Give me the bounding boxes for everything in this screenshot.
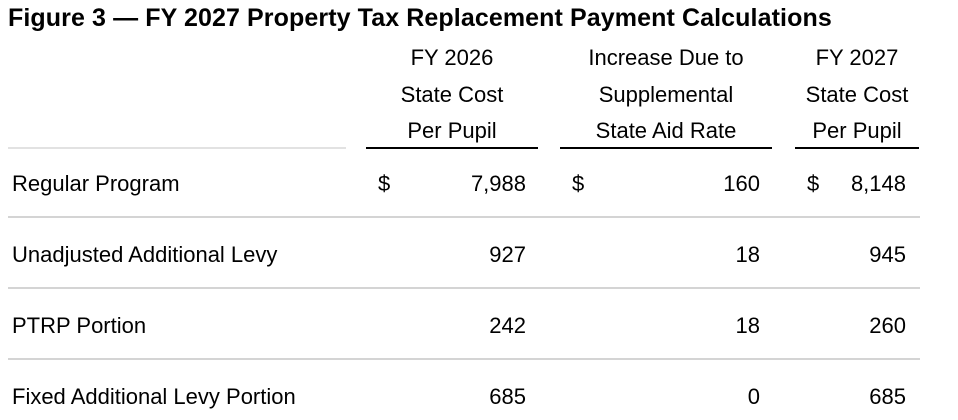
fy2027-value: 685 [869,384,906,409]
fy2027-value: 945 [869,242,906,267]
row-separator [8,287,920,289]
column-header-fy2027-line-3: Per Pupil [812,118,902,143]
column-header-fy2027-line-1: FY 2027 [815,45,899,70]
increase-value: 160 [723,171,760,196]
row-separator [8,358,920,360]
column-header-increase-line-3: State Aid Rate [595,118,737,143]
currency-symbol: $ [378,171,391,196]
row-label: Fixed Additional Levy Portion [12,384,296,409]
increase-value: 18 [735,242,760,267]
fy2026-value: 7,988 [470,171,526,196]
row-separator [8,216,920,218]
column-header-increase-line-1: Increase Due to [588,45,744,70]
fy2026-value: 685 [489,384,526,409]
increase-value: 0 [747,384,760,409]
column-header-increase-line-2: Supplemental [598,81,734,107]
header-rule-fy2027 [795,147,919,149]
fy2027-value: 8,148 [850,171,906,196]
fy2026-value: 242 [489,313,526,338]
header-rule-fy2026 [366,147,538,149]
increase-value: 18 [735,313,760,338]
column-header-increase: Increase Due to Supplemental State Aid R… [560,40,772,150]
row-label: Regular Program [12,171,180,196]
row-label: Unadjusted Additional Levy [12,242,278,267]
column-header-fy2026-line-3: Per Pupil [407,118,497,143]
header-rule-left [8,147,346,149]
column-header-fy2027-line-2: State Cost [805,81,909,107]
figure-title: Figure 3 — FY 2027 Property Tax Replacem… [8,4,832,32]
fy2026-value: 927 [489,242,526,267]
column-header-fy2027: FY 2027 State Cost Per Pupil [795,40,919,150]
fy2027-value: 260 [869,313,906,338]
header-rule-increase [560,147,772,149]
currency-symbol: $ [807,171,820,196]
column-header-fy2026: FY 2026 State Cost Per Pupil [366,40,538,150]
currency-symbol: $ [572,171,585,196]
column-header-fy2026-line-2: State Cost [400,81,504,107]
column-header-fy2026-line-1: FY 2026 [410,45,494,70]
row-label: PTRP Portion [12,313,147,338]
